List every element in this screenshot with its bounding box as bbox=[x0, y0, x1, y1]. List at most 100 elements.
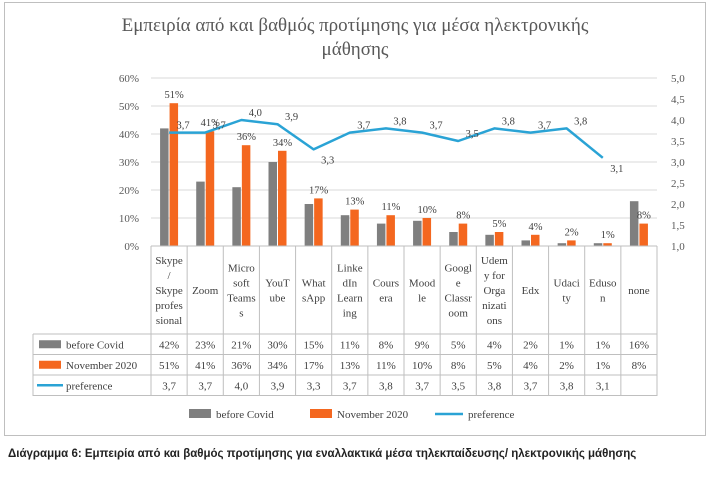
y-right-tick-label: 2,0 bbox=[671, 199, 685, 211]
y-left-tick-label: 10% bbox=[119, 213, 139, 225]
y-right-tick-label: 3,5 bbox=[671, 136, 685, 148]
chart-title: Εμπειρία από και βαθμός προτίμησης για μ… bbox=[122, 15, 589, 60]
bar-november-2020 bbox=[603, 243, 612, 246]
table-cell: 10% bbox=[412, 360, 432, 372]
table-cell: 3,7 bbox=[524, 380, 538, 392]
y-left-tick-label: 0% bbox=[124, 241, 139, 253]
legend-label: November 2020 bbox=[337, 409, 409, 421]
table-series-name: before Covid bbox=[66, 339, 124, 351]
category-label: Udaci ty bbox=[554, 278, 580, 305]
bar-november-2020 bbox=[531, 234, 540, 246]
bar-data-label: 17% bbox=[309, 185, 329, 196]
table-series-name: preference bbox=[66, 380, 113, 392]
line-data-label: 3,5 bbox=[466, 129, 479, 140]
bar-data-label: 36% bbox=[237, 132, 257, 143]
table-cell: 4% bbox=[487, 339, 502, 351]
y-left-tick-label: 50% bbox=[119, 101, 139, 113]
y-right-tick-label: 4,5 bbox=[671, 94, 685, 106]
bar-november-2020 bbox=[205, 131, 215, 246]
table-cell: 1% bbox=[595, 339, 610, 351]
bar-data-label: 51% bbox=[164, 90, 184, 101]
table-cell: 51% bbox=[159, 360, 179, 372]
bar-november-2020 bbox=[350, 209, 359, 246]
y-right-tick-label: 1,0 bbox=[671, 241, 685, 253]
y-left-tick-label: 60% bbox=[119, 73, 139, 85]
bar-november-2020 bbox=[422, 218, 432, 246]
table-legend-key bbox=[39, 340, 61, 349]
table-cell: 3,7 bbox=[415, 380, 429, 392]
table-cell: 8% bbox=[379, 339, 394, 351]
y-right-tick-label: 1,5 bbox=[671, 220, 685, 232]
table-legend-key bbox=[39, 360, 61, 369]
bar-before-covid bbox=[413, 220, 422, 246]
table-cell: 3,8 bbox=[379, 380, 393, 392]
table-cell: 41% bbox=[195, 360, 215, 372]
table-cell: 3,7 bbox=[162, 380, 176, 392]
table-cell: 3,7 bbox=[343, 380, 357, 392]
bar-data-label: 13% bbox=[345, 197, 365, 208]
bar-data-label: 5% bbox=[492, 219, 506, 230]
bar-data-label: 34% bbox=[273, 138, 293, 149]
bar-before-covid bbox=[557, 243, 567, 246]
bar-november-2020 bbox=[386, 215, 395, 246]
table-cell: 3,9 bbox=[271, 380, 285, 392]
y-right-tick-label: 3,0 bbox=[671, 157, 685, 169]
table-cell: 11% bbox=[376, 360, 396, 372]
y-left-tick-label: 30% bbox=[119, 157, 139, 169]
line-data-label: 3,3 bbox=[321, 155, 334, 166]
category-label: none bbox=[628, 285, 650, 297]
bar-data-label: 4% bbox=[529, 222, 543, 233]
table-cell: 3,7 bbox=[198, 380, 212, 392]
line-data-label: 3,8 bbox=[502, 116, 515, 127]
bar-data-label: 10% bbox=[417, 205, 437, 216]
table-cell: 17% bbox=[304, 360, 324, 372]
table-cell: 4% bbox=[523, 360, 538, 372]
preference-line bbox=[169, 118, 604, 159]
bar-november-2020 bbox=[278, 150, 287, 246]
bar-before-covid bbox=[449, 232, 458, 246]
table-cell: 2% bbox=[523, 339, 538, 351]
line-data-label: 3,7 bbox=[213, 121, 226, 132]
table-cell: 15% bbox=[304, 339, 324, 351]
bar-data-label: 1% bbox=[601, 230, 615, 241]
bar-november-2020 bbox=[314, 198, 323, 246]
table-cell: 8% bbox=[632, 360, 647, 372]
table-cell: 3,5 bbox=[451, 380, 465, 392]
table-cell: 36% bbox=[231, 360, 251, 372]
table-cell: 13% bbox=[340, 360, 360, 372]
bar-november-2020 bbox=[639, 223, 648, 246]
figure-caption: Διάγραμμα 6: Εμπειρία από και βαθμός προ… bbox=[8, 448, 637, 460]
table-cell: 21% bbox=[231, 339, 251, 351]
bar-before-covid bbox=[340, 215, 350, 246]
category-label: Linke dIn Learn ing bbox=[337, 263, 363, 320]
table-cell: 3,8 bbox=[487, 380, 501, 392]
line-data-label: 3,8 bbox=[393, 116, 406, 127]
table-cell: 3,1 bbox=[596, 380, 610, 392]
table-cell: 3,3 bbox=[307, 380, 321, 392]
category-label: Edx bbox=[522, 285, 540, 297]
bar-november-2020 bbox=[458, 223, 468, 246]
legend-key bbox=[310, 409, 332, 418]
bar-before-covid bbox=[196, 181, 205, 246]
table-cell: 34% bbox=[267, 360, 287, 372]
category-label: Mood le bbox=[409, 278, 436, 305]
table-cell: 5% bbox=[451, 339, 466, 351]
line-data-label: 3,9 bbox=[285, 112, 298, 123]
bar-before-covid bbox=[521, 240, 530, 246]
category-label: YouT ube bbox=[265, 278, 290, 305]
bar-data-label: 8% bbox=[637, 211, 651, 222]
bar-data-label: 41% bbox=[201, 118, 221, 129]
table-cell: 3,8 bbox=[560, 380, 574, 392]
chart-frame: Εμπειρία από και βαθμός προτίμησης για μ… bbox=[4, 2, 706, 436]
bar-before-covid bbox=[376, 223, 386, 246]
category-label: Micro soft Teams s bbox=[227, 263, 256, 320]
line-data-label: 3,7 bbox=[357, 121, 370, 132]
table-cell: 42% bbox=[159, 339, 179, 351]
line-data-label: 3,7 bbox=[430, 121, 443, 132]
bar-before-covid bbox=[304, 204, 314, 246]
table-cell: 1% bbox=[595, 360, 610, 372]
table-cell: 4,0 bbox=[234, 380, 248, 392]
bar-before-covid bbox=[160, 128, 169, 246]
table-cell: 23% bbox=[195, 339, 215, 351]
table-cell: 30% bbox=[267, 339, 287, 351]
